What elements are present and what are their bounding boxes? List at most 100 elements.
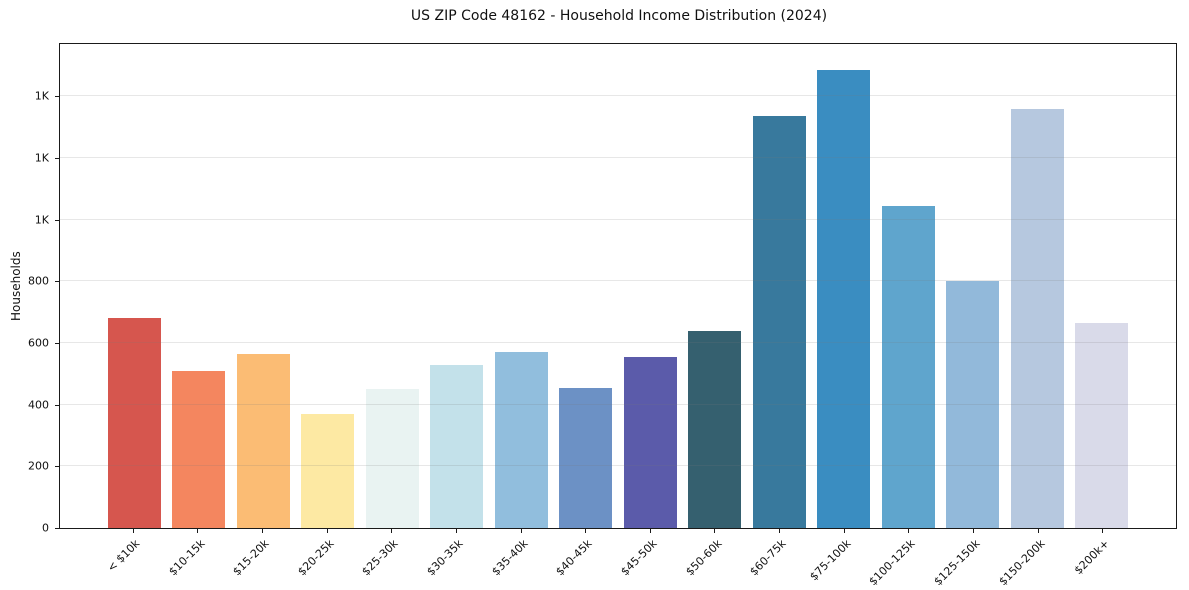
x-tick-mark xyxy=(520,529,522,533)
bar xyxy=(559,387,613,528)
bar-cell xyxy=(554,44,619,528)
chart-title: US ZIP Code 48162 - Household Income Dis… xyxy=(410,8,828,24)
x-label-cell: $15-20k xyxy=(230,534,295,590)
x-tick-cell xyxy=(1006,529,1071,533)
x-label-cell: < $10k xyxy=(101,534,166,590)
x-axis-ticks xyxy=(59,529,1177,533)
bar-cell xyxy=(812,44,877,528)
x-tick-cell xyxy=(553,529,618,533)
bar xyxy=(1010,108,1064,528)
bar-cell xyxy=(683,44,748,528)
y-tick-mark xyxy=(55,281,59,283)
bar xyxy=(817,70,871,528)
bar-cell xyxy=(102,44,167,528)
bar-cell xyxy=(425,44,490,528)
bar-cell xyxy=(231,44,296,528)
bar-cell xyxy=(747,44,812,528)
x-tick-label: $40-45k xyxy=(553,537,595,579)
x-label-cell: $10-15k xyxy=(166,534,231,590)
bar xyxy=(623,356,677,528)
bar xyxy=(752,116,806,528)
x-tick-label: $45-50k xyxy=(618,537,660,579)
x-tick-cell xyxy=(1070,529,1135,533)
bar-cell xyxy=(941,44,1006,528)
x-tick-label: $15-20k xyxy=(230,537,272,579)
bar xyxy=(881,205,935,528)
plot-area xyxy=(59,43,1177,529)
bar xyxy=(688,330,742,528)
x-tick-mark xyxy=(649,529,651,533)
bar xyxy=(1075,323,1129,528)
bar xyxy=(236,353,290,528)
x-label-cell: $35-40k xyxy=(489,534,554,590)
x-tick-mark xyxy=(908,529,910,533)
x-label-cell: $25-30k xyxy=(360,534,425,590)
bar xyxy=(107,318,161,528)
x-tick-cell xyxy=(166,529,231,533)
x-label-cell: $75-100k xyxy=(807,534,877,590)
y-tick-label: 1K xyxy=(34,89,49,103)
gridline-400 xyxy=(60,403,1176,405)
y-tick-label: 200 xyxy=(28,459,49,473)
gridline-1000 xyxy=(60,218,1176,220)
bar-cell xyxy=(360,44,425,528)
x-tick-cell xyxy=(360,529,425,533)
x-tick-label: $20-25k xyxy=(295,537,337,579)
x-tick-mark xyxy=(843,529,845,533)
x-tick-mark xyxy=(455,529,457,533)
x-tick-cell xyxy=(683,529,748,533)
gridline-600 xyxy=(60,342,1176,344)
y-tick-label: 600 xyxy=(28,336,49,350)
bar xyxy=(301,413,355,528)
bar-cell xyxy=(876,44,941,528)
x-tick-cell xyxy=(941,529,1006,533)
x-tick-label: < $10k xyxy=(104,537,143,575)
x-tick-cell xyxy=(101,529,166,533)
x-label-cell: $30-35k xyxy=(424,534,489,590)
y-tick-mark xyxy=(55,466,59,468)
x-label-cell: $100-125k xyxy=(867,534,942,590)
x-label-cell: $50-60k xyxy=(683,534,748,590)
x-tick-mark xyxy=(132,529,134,533)
x-tick-label: $50-60k xyxy=(682,537,725,579)
bar-cell xyxy=(296,44,361,528)
y-tick-label: 400 xyxy=(28,398,49,412)
y-tick-label: 1K xyxy=(34,213,49,227)
x-tick-cell xyxy=(618,529,683,533)
x-tick-label: $75-100k xyxy=(807,537,854,584)
x-tick-cell xyxy=(747,529,812,533)
y-tick-label: 1K xyxy=(34,151,49,165)
x-tick-cell xyxy=(877,529,942,533)
x-tick-mark xyxy=(779,529,781,533)
x-tick-mark xyxy=(972,529,974,533)
bar xyxy=(365,389,419,528)
y-tick-mark xyxy=(55,528,59,529)
y-tick-mark xyxy=(55,219,59,221)
gridline-1400 xyxy=(60,95,1176,97)
bar-cell xyxy=(167,44,232,528)
x-tick-cell xyxy=(489,529,554,533)
x-tick-cell xyxy=(424,529,489,533)
x-tick-cell xyxy=(230,529,295,533)
x-tick-label: $10-15k xyxy=(165,537,208,579)
x-label-cell: $45-50k xyxy=(618,534,683,590)
x-axis-labels: < $10k $10-15k $15-20k $20-25k $25-30k $30-35… xyxy=(59,534,1177,590)
x-label-cell: $20-25k xyxy=(295,534,360,590)
bar-cell xyxy=(618,44,683,528)
x-tick-mark xyxy=(391,529,393,533)
x-tick-mark xyxy=(197,529,199,533)
y-tick-mark xyxy=(55,404,59,406)
x-label-cell: $125-150k xyxy=(931,534,1006,590)
gridline-200 xyxy=(60,465,1176,467)
x-tick-label: $25-30k xyxy=(359,537,402,579)
x-tick-mark xyxy=(1037,529,1039,533)
bar-cell xyxy=(1070,44,1135,528)
bar-series xyxy=(60,44,1176,528)
gridline-1200 xyxy=(60,157,1176,159)
bar-cell xyxy=(489,44,554,528)
y-tick-mark xyxy=(55,96,59,98)
bar xyxy=(946,281,1000,528)
x-tick-label: $60-75k xyxy=(747,537,789,579)
y-axis: 0 200 400 600 800 1K 1K 1K xyxy=(0,43,59,534)
